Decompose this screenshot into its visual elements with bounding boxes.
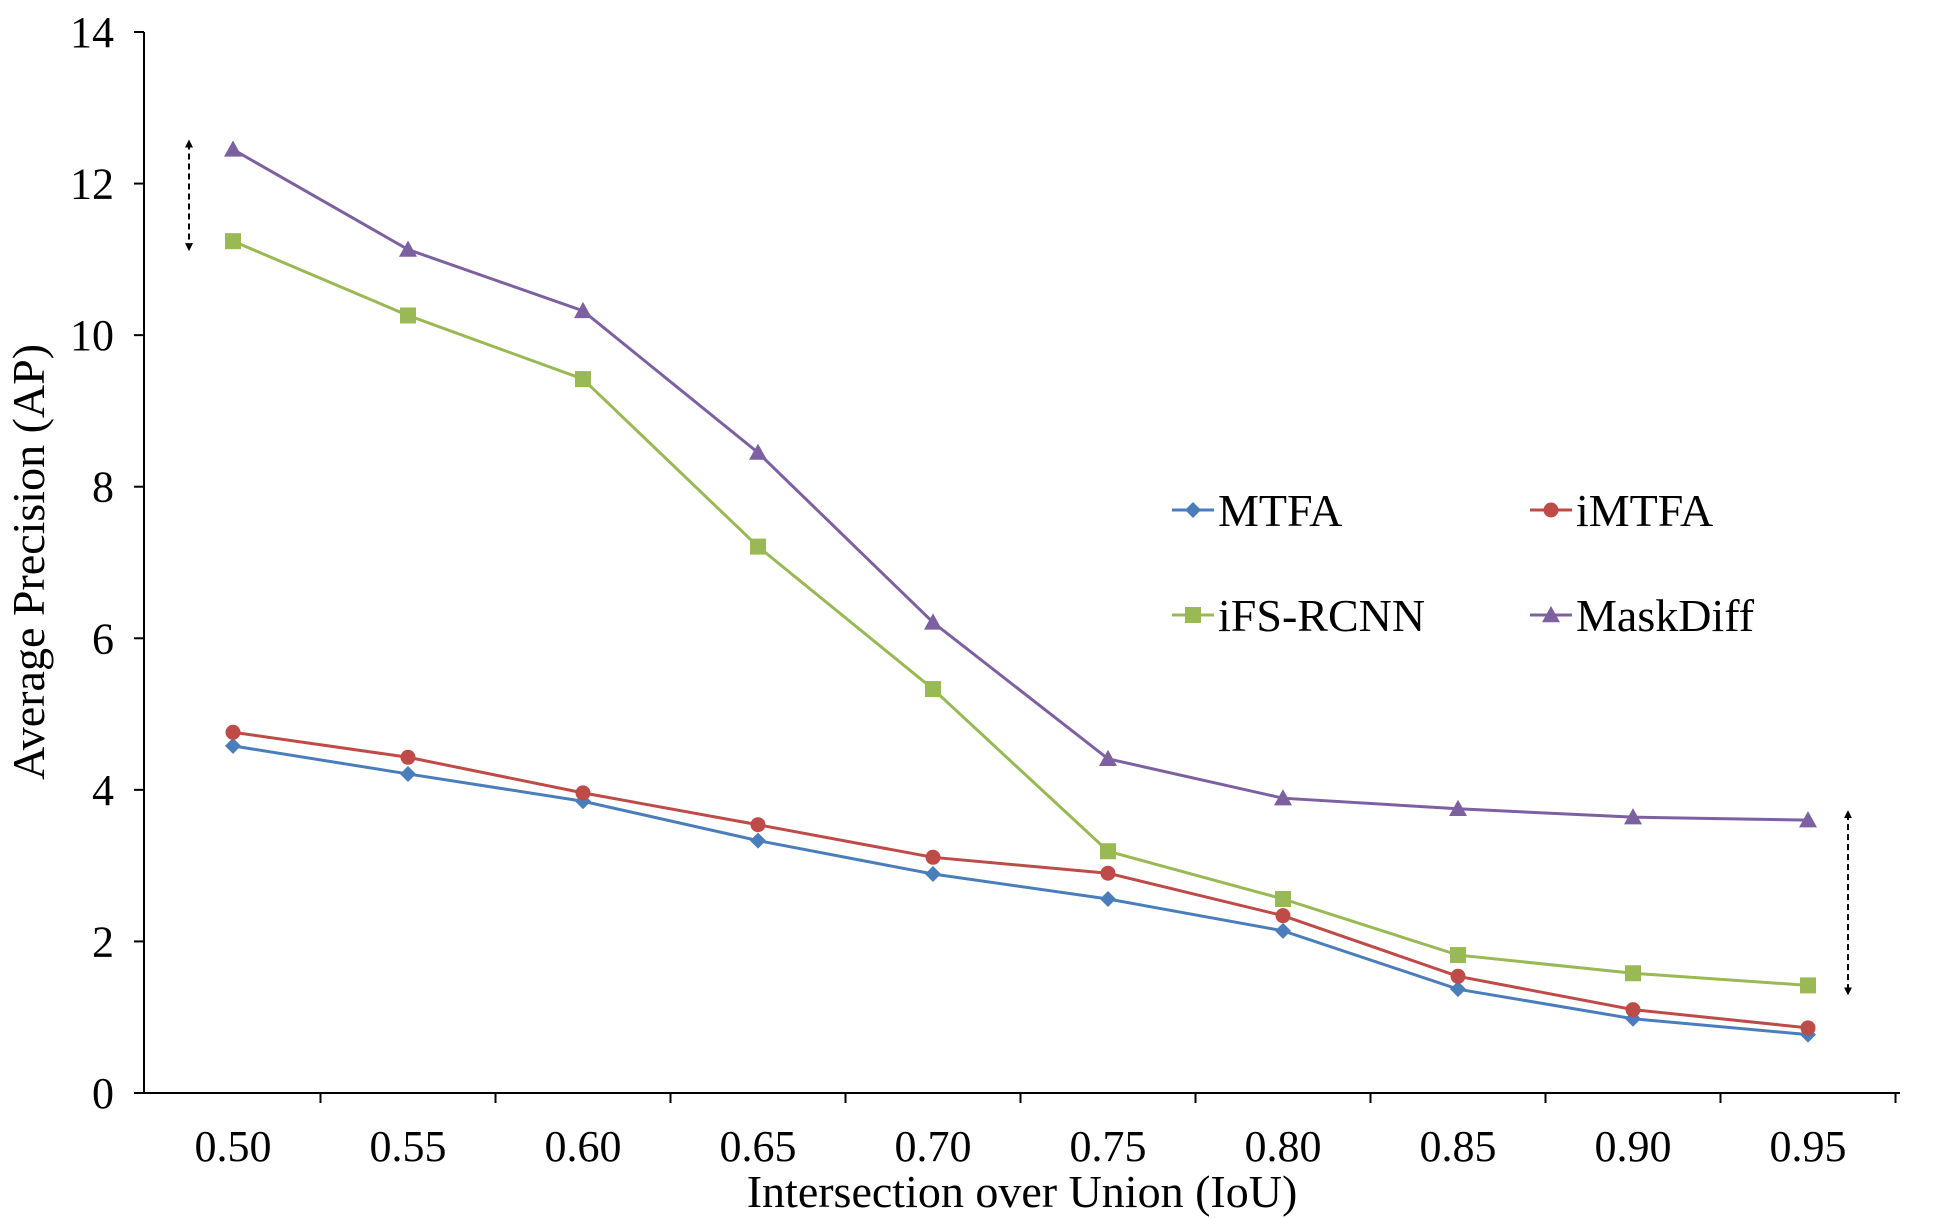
data-point <box>1450 947 1466 964</box>
data-point <box>1099 749 1117 766</box>
y-tick-label: 10 <box>70 311 114 360</box>
x-tick-label: 0.70 <box>895 1122 972 1171</box>
series-line <box>232 744 1809 1037</box>
data-point <box>575 371 591 388</box>
data-point <box>1100 843 1116 860</box>
y-ticks: 0 2 4 6 8 10 12 14 <box>70 8 144 1118</box>
data-point <box>1624 808 1642 825</box>
data-point <box>749 443 767 460</box>
data-point <box>1100 890 1116 907</box>
legend-item: iFS-RCNN <box>1172 590 1425 641</box>
series-imtfa <box>225 724 1816 1036</box>
x-tick-label: 0.85 <box>1420 1122 1497 1171</box>
legend-marker <box>1185 502 1201 518</box>
data-point <box>225 233 241 250</box>
x-tick-label: 0.95 <box>1770 1122 1847 1171</box>
series-line <box>232 148 1809 822</box>
data-point <box>1275 890 1291 907</box>
legend-item: MaskDiff <box>1530 590 1755 641</box>
y-tick-label: 12 <box>70 160 114 209</box>
y-axis-title: Average Precision (AP) <box>3 344 54 780</box>
data-point <box>1450 968 1466 984</box>
data-point <box>750 832 766 849</box>
data-point <box>1625 965 1641 982</box>
data-point <box>1625 1002 1641 1018</box>
x-tick-label: 0.80 <box>1245 1122 1322 1171</box>
y-tick-label: 6 <box>92 614 114 663</box>
x-tick-label: 0.50 <box>195 1122 272 1171</box>
legend-item: MTFA <box>1172 485 1342 536</box>
y-tick-label: 2 <box>92 917 114 966</box>
data-point <box>1799 811 1817 828</box>
series-layer <box>224 140 1817 1043</box>
data-point <box>1100 865 1116 881</box>
x-tick-label: 0.65 <box>720 1122 797 1171</box>
data-point <box>925 865 941 882</box>
data-point <box>925 681 941 698</box>
data-point <box>224 140 242 157</box>
data-point <box>925 849 941 865</box>
x-tick-label: 0.75 <box>1070 1122 1147 1171</box>
data-point <box>225 737 241 754</box>
data-point <box>924 613 942 630</box>
series-line <box>232 730 1809 1030</box>
legend-label: iMTFA <box>1576 485 1713 536</box>
x-tick-label: 0.55 <box>370 1122 447 1171</box>
data-point <box>1450 981 1466 998</box>
series-ifs-rcnn <box>225 233 1816 994</box>
legend: MTFA iMTFA iFS-RCNN MaskDiff <box>1172 485 1755 641</box>
legend-label: MTFA <box>1218 485 1342 536</box>
data-point <box>750 538 766 555</box>
data-point <box>400 307 416 324</box>
legend-item: iMTFA <box>1530 485 1713 536</box>
annotations <box>185 139 1852 996</box>
data-point <box>1800 977 1816 994</box>
y-tick-label: 8 <box>92 463 114 512</box>
data-point <box>1275 922 1291 939</box>
data-point <box>400 765 416 782</box>
data-point <box>1800 1020 1816 1036</box>
y-tick-label: 14 <box>70 8 114 57</box>
data-point <box>1449 799 1467 817</box>
x-ticks: 0.50 0.55 0.60 0.65 0.70 0.75 0.80 0.85 0.90 0.95 <box>195 1093 1897 1171</box>
data-point <box>400 749 416 765</box>
series-maskdiff <box>224 140 1817 828</box>
x-tick-label: 0.90 <box>1595 1122 1672 1171</box>
y-tick-label: 4 <box>92 766 114 815</box>
data-point <box>575 785 591 801</box>
data-point <box>574 301 592 319</box>
data-point <box>750 817 766 833</box>
data-point <box>225 724 241 740</box>
data-point <box>399 240 417 257</box>
series-mtfa <box>225 737 1816 1043</box>
legend-label: iFS-RCNN <box>1218 590 1425 641</box>
legend-marker <box>1185 607 1201 623</box>
axes <box>143 32 1900 1094</box>
data-point <box>1275 908 1291 924</box>
series-line <box>232 239 1809 987</box>
legend-marker <box>1542 606 1560 623</box>
data-point <box>1274 789 1292 806</box>
legend-marker <box>1543 502 1559 518</box>
x-axis-title: Intersection over Union (IoU) <box>747 1166 1298 1217</box>
legend-label: MaskDiff <box>1576 590 1755 641</box>
x-tick-label: 0.60 <box>545 1122 622 1171</box>
y-tick-label: 0 <box>92 1069 114 1118</box>
